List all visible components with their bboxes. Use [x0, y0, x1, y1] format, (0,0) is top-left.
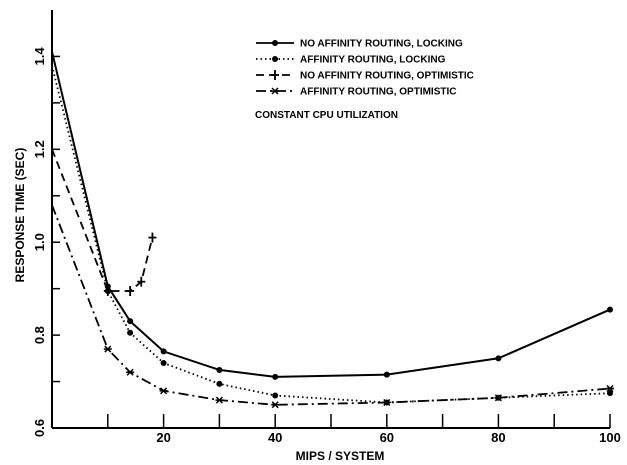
y-tick-label: 0.8 [32, 326, 47, 344]
data-point [216, 367, 222, 373]
data-point [160, 388, 168, 394]
data-point [216, 381, 222, 387]
legend-label: NO AFFINITY ROUTING, LOCKING [300, 39, 463, 50]
y-tick-label: 1.2 [32, 140, 47, 158]
data-point [272, 56, 278, 62]
series-layer [52, 52, 614, 408]
data-point [271, 402, 279, 408]
series-line [52, 52, 610, 377]
y-tick-label: 1.0 [32, 233, 47, 251]
x-axis-label: MIPS / SYSTEM [296, 449, 385, 463]
y-tick-label: 1.4 [32, 47, 47, 66]
x-tick-label: 60 [380, 430, 394, 445]
legend-label: AFFINITY ROUTING, OPTIMISTIC [300, 87, 456, 98]
data-point [272, 374, 278, 380]
data-point [271, 88, 279, 94]
legend-item: NO AFFINITY ROUTING, LOCKING [256, 39, 463, 50]
data-point [384, 372, 390, 378]
data-point [126, 286, 134, 296]
legend-item: NO AFFINITY ROUTING, OPTIMISTIC [256, 70, 474, 82]
data-point [126, 369, 134, 375]
legend: NO AFFINITY ROUTING, LOCKING AFFINITY ROU… [256, 39, 474, 98]
legend-label: NO AFFINITY ROUTING, OPTIMISTIC [300, 71, 474, 82]
data-point [215, 397, 223, 403]
legend-label: AFFINITY ROUTING, LOCKING [300, 55, 446, 66]
y-axis-label: RESPONSE TIME (SEC) [13, 148, 27, 283]
data-point [127, 330, 133, 336]
data-point [104, 346, 112, 352]
data-point [161, 360, 167, 366]
legend-item: AFFINITY ROUTING, OPTIMISTIC [256, 87, 456, 98]
series-1 [52, 52, 613, 380]
data-point [271, 70, 279, 80]
series-4 [52, 205, 614, 408]
data-point [607, 307, 613, 313]
data-point [104, 286, 112, 296]
data-point [148, 233, 156, 243]
x-tick-label: 20 [156, 430, 170, 445]
annotation-text: CONSTANT CPU UTILIZATION [255, 110, 398, 121]
legend-item: AFFINITY ROUTING, LOCKING [256, 55, 446, 66]
series-line [52, 149, 152, 291]
data-point [127, 318, 133, 324]
data-point [272, 40, 278, 46]
x-tick-label: 40 [268, 430, 282, 445]
data-point [495, 355, 501, 361]
data-point [272, 392, 278, 398]
y-tick-label: 0.6 [32, 419, 47, 437]
x-tick-label: 100 [599, 430, 621, 445]
data-point [161, 348, 167, 354]
x-tick-label: 80 [491, 430, 505, 445]
